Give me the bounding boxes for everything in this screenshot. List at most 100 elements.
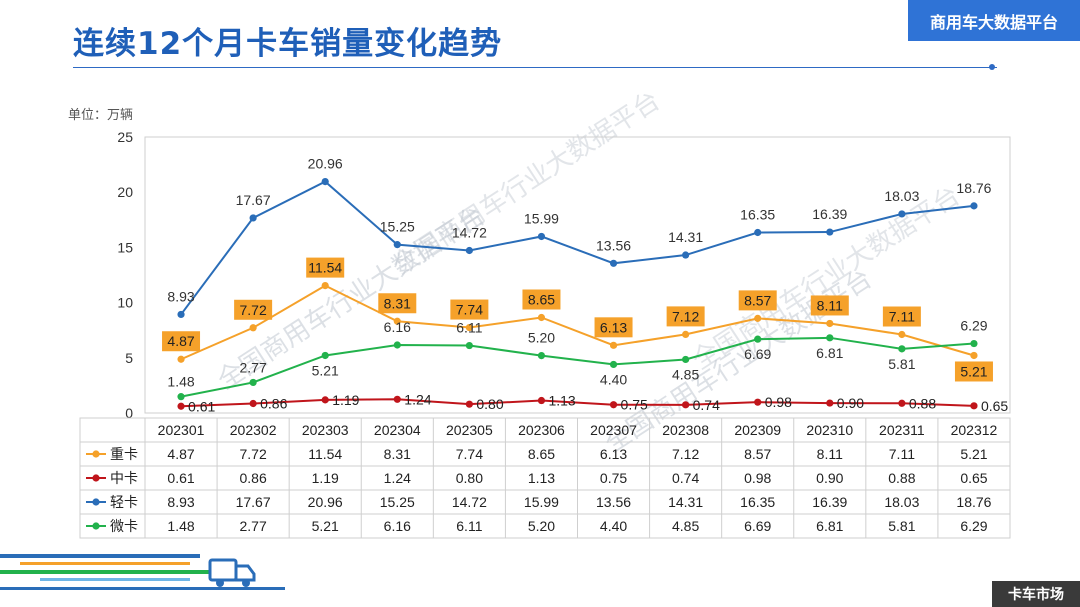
data-point-micro [321,351,329,360]
table-cell: 2.77 [240,518,267,534]
data-label-medium: 0.61 [188,398,215,414]
table-cell: 8.93 [167,494,194,510]
y-tick-label: 5 [125,350,133,366]
data-label-micro: 4.40 [600,371,627,387]
data-label-medium: 0.75 [621,397,648,413]
table-cell: 8.31 [384,446,411,462]
data-point-medium [177,402,185,410]
data-label-light: 18.03 [884,188,919,204]
data-point-heavy [465,323,473,332]
x-tick-label: 202304 [374,422,421,438]
data-label-light: 17.67 [236,192,271,208]
table-cell: 0.86 [240,470,267,486]
table-cell: 0.75 [600,470,627,486]
legend-marker-heavy [92,450,100,458]
data-point-micro [682,355,690,364]
data-label-heavy: 11.54 [308,260,342,276]
divider-end-dot [989,64,995,70]
data-point-light [826,228,834,236]
data-point-light [898,210,906,218]
data-label-heavy: 7.74 [456,302,483,318]
series-line-heavy [180,284,975,361]
data-label-box [738,290,777,311]
data-label-box [882,306,921,327]
data-label-heavy: 8.31 [384,295,411,311]
data-label-light: 16.35 [740,206,775,222]
data-label-medium: 1.24 [404,391,431,407]
data-point-heavy [393,317,401,325]
data-label-heavy: 4.87 [167,333,194,349]
y-tick-label: 20 [117,184,133,200]
data-point-heavy [898,330,906,339]
data-point-heavy [682,330,690,338]
data-point-micro [826,334,834,342]
data-point-heavy [826,319,834,328]
data-label-micro: 5.81 [888,356,915,372]
data-point-micro [609,360,618,369]
series-line-micro [180,336,975,398]
x-tick-label: 202302 [230,422,277,438]
x-tick-label: 202310 [806,422,853,438]
y-tick-label: 0 [125,405,133,421]
data-label-box [450,299,489,320]
data-point-light [465,246,473,255]
data-point-light [537,232,546,241]
x-tick-label: 202311 [879,422,925,438]
data-label-medium: 0.88 [909,395,936,411]
data-point-heavy [177,355,185,363]
table-cell: 0.90 [816,470,843,486]
data-label-light: 18.76 [956,180,991,196]
data-point-medium [682,401,690,409]
table-cell: 5.81 [888,518,915,534]
table-cell: 16.35 [740,494,775,510]
table-cell: 1.19 [312,470,339,486]
data-label-micro: 4.85 [672,366,699,382]
data-label-light: 8.93 [167,288,194,304]
data-point-micro [393,341,401,349]
data-label-light: 20.96 [308,156,343,172]
x-tick-label: 202312 [951,422,998,438]
table-cell: 0.80 [456,470,483,486]
data-label-heavy: 8.65 [528,292,555,308]
data-point-light [682,251,690,259]
data-label-box [594,317,633,338]
data-label-medium: 0.74 [693,397,720,413]
table-cell: 18.76 [956,494,991,510]
table-cell: 0.65 [960,470,987,486]
data-label-heavy: 8.57 [744,292,771,308]
data-point-medium [970,402,978,410]
data-point-medium [249,399,257,408]
legend-label-medium: 中卡 [110,470,138,486]
table-cell: 15.99 [524,494,559,510]
data-label-micro: 6.11 [456,320,482,336]
data-point-light [609,259,618,267]
table-cell: 5.21 [960,446,987,462]
table-cell: 4.85 [672,518,699,534]
data-point-heavy [537,313,546,322]
data-point-light [321,178,329,186]
legend-label-micro: 微卡 [110,518,138,534]
table-cell: 0.98 [744,470,771,486]
table-cell: 8.57 [744,446,771,462]
table-cell: 1.13 [528,470,555,486]
data-label-light: 14.72 [452,224,487,240]
data-label-medium: 0.98 [765,394,792,410]
data-label-heavy: 7.12 [672,308,699,324]
data-label-heavy: 5.21 [960,363,987,379]
data-point-light [754,228,762,237]
table-cell: 8.11 [817,446,843,462]
series-line-light [180,180,975,316]
table-cell: 7.11 [889,446,915,462]
data-point-micro [537,351,546,360]
data-label-micro: 5.21 [312,362,339,378]
y-tick-label: 10 [117,295,133,311]
data-label-micro: 6.69 [744,346,771,362]
table-cell: 13.56 [596,494,631,510]
table-cell: 6.81 [816,518,843,534]
table-cell: 0.61 [167,470,194,486]
data-point-light [970,202,978,210]
data-label-medium: 1.13 [548,393,575,409]
data-label-medium: 0.90 [837,395,864,411]
table-cell: 1.48 [167,518,194,534]
table-cell: 20.96 [308,494,343,510]
